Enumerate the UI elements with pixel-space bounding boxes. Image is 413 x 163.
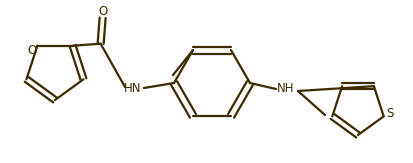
Text: O: O [98,5,107,18]
Text: HN: HN [124,82,142,96]
Text: NH: NH [277,82,295,96]
Text: O: O [28,44,37,57]
Text: S: S [386,107,393,120]
